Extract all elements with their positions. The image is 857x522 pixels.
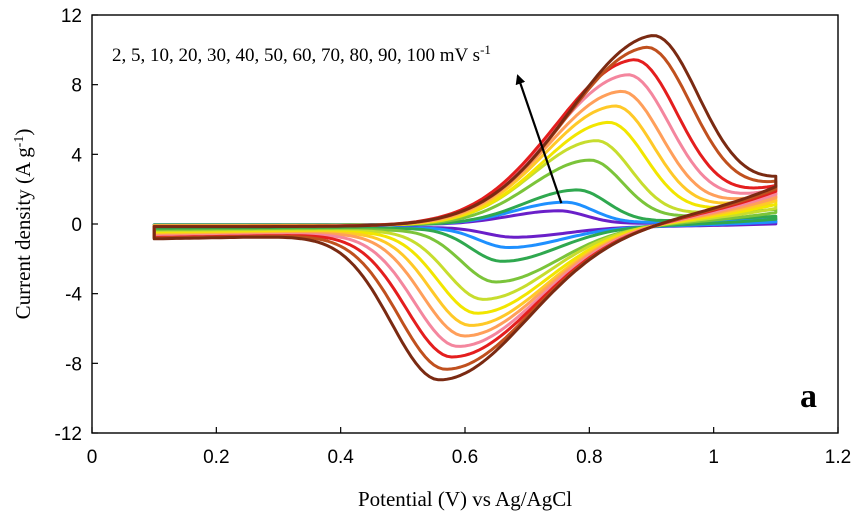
y-axis-label-end: ) <box>11 129 35 136</box>
scan-rate-annotation: 2, 5, 10, 20, 30, 40, 50, 60, 70, 80, 90… <box>112 42 491 67</box>
cv-curve-80-mv-s <box>152 58 778 359</box>
y-tick-label: 4 <box>71 145 82 166</box>
y-axis-label-superscript: -1 <box>12 136 27 148</box>
y-tick-label: -12 <box>55 424 82 445</box>
x-tick-label: 0.6 <box>452 447 478 468</box>
x-tick-label: 1 <box>708 447 719 468</box>
y-axis-label-main: Current density (A g <box>11 147 35 320</box>
x-tick-label: 1.2 <box>825 447 851 468</box>
y-tick-label: -8 <box>65 354 82 375</box>
x-tick-label: 0.2 <box>203 447 229 468</box>
scan-rate-arrow <box>515 74 563 204</box>
y-tick-label: 8 <box>71 76 82 97</box>
axis-ticks: 0 0.2 0.4 0.6 0.8 1 1.2 -12 -8 -4 0 4 8 12 <box>55 6 852 468</box>
y-tick-label: 12 <box>61 6 82 27</box>
x-tick-label: 0.4 <box>327 447 354 468</box>
cv-curve-100-mv-s <box>152 34 778 382</box>
x-tick-label: 0 <box>87 447 98 468</box>
annotation-superscript: -1 <box>480 42 491 57</box>
x-axis-label: Potential (V) vs Ag/AgCl <box>358 487 572 511</box>
cv-curves <box>152 34 778 382</box>
y-axis-label: Current density (A g-1) <box>11 129 35 320</box>
panel-label: a <box>800 378 817 415</box>
y-tick-label: 0 <box>71 215 82 236</box>
annotation-main: 2, 5, 10, 20, 30, 40, 50, 60, 70, 80, 90… <box>112 45 480 66</box>
y-tick-label: -4 <box>65 285 82 306</box>
x-tick-label: 0.8 <box>576 447 602 468</box>
